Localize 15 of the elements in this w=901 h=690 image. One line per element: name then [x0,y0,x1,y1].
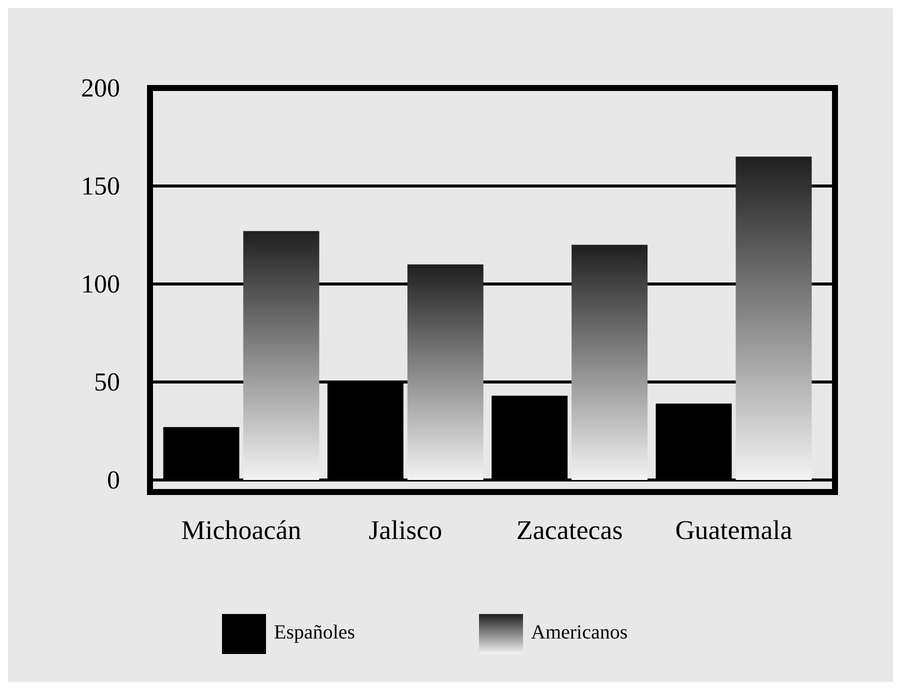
x-tick-label: Jalisco [368,515,442,546]
legend-label: Españoles [274,622,356,644]
bar [407,264,484,480]
y-tick-label: 0 [107,465,120,494]
y-tick-label: 100 [81,269,120,298]
bar [243,231,320,480]
x-tick-label: Michoacán [181,515,302,546]
y-tick-label: 200 [81,73,120,102]
bar [572,244,648,480]
y-tick-label: 50 [94,367,120,396]
x-tick-label: Guatemala [675,515,792,546]
y-tick-label: 150 [81,171,120,200]
legend-label: Americanos [531,622,628,644]
bar [736,156,812,480]
x-tick-label: Zacatecas [516,515,623,546]
